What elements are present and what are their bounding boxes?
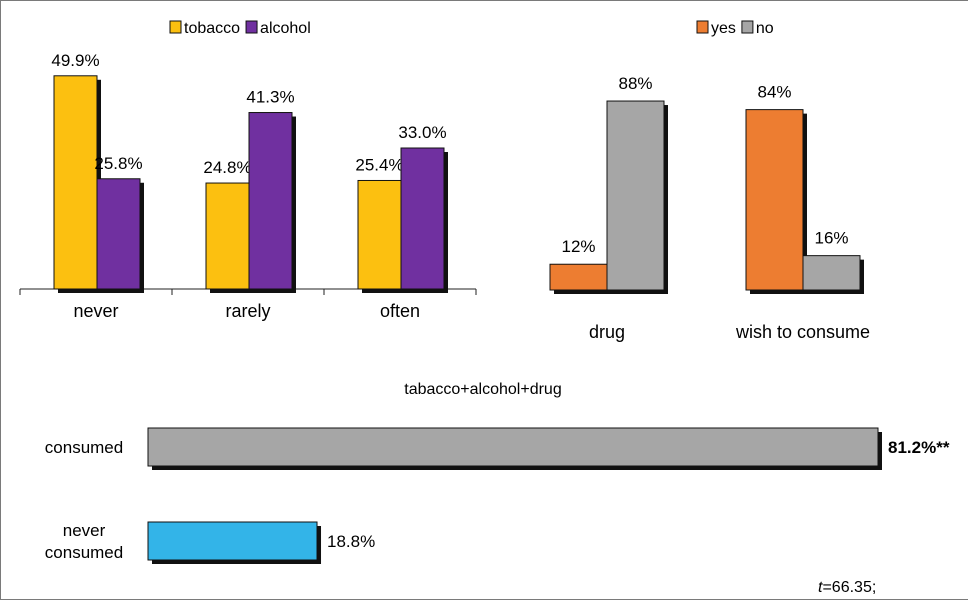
bar-no-drug <box>606 100 665 291</box>
data-label-no-drug: 88% <box>618 74 652 93</box>
data-label-no-wish-to-consume: 16% <box>814 229 848 248</box>
data-label-tobacco-rarely: 24.8% <box>203 158 251 177</box>
data-label-alcohol-never: 25.8% <box>94 154 142 173</box>
data-label-yes-drug: 12% <box>561 237 595 256</box>
y-tick-label-never-consumed-line1: never <box>63 521 106 540</box>
data-label-yes-wish-to-consume: 84% <box>757 83 791 102</box>
data-label-alcohol-often: 33.0% <box>398 123 446 142</box>
data-label-consumed: 81.2%** <box>888 438 950 457</box>
chart-title: tabacco+alcohol+drug <box>404 381 561 398</box>
legend-swatch-yes <box>696 20 709 34</box>
legend-label-no: no <box>756 20 774 37</box>
x-tick-label-often: often <box>380 301 420 321</box>
legend-label-yes: yes <box>711 20 736 37</box>
bar-alcohol-never <box>96 178 141 290</box>
y-tick-label-consumed-line1: consumed <box>45 438 123 457</box>
bar-alcohol-rarely <box>248 112 293 290</box>
bar-consumed <box>147 427 879 467</box>
data-label-never-consumed: 18.8% <box>327 532 375 551</box>
bar-alcohol-often <box>400 147 445 290</box>
x-tick-label-drug: drug <box>589 322 625 342</box>
bar-tobacco-never <box>53 75 98 290</box>
bar-tobacco-rarely <box>205 182 250 290</box>
bar-tobacco-often <box>357 179 402 290</box>
x-tick-label-wish-to-consume: wish to consume <box>735 322 870 342</box>
bar-never-consumed <box>147 521 318 561</box>
data-label-tobacco-never: 49.9% <box>51 51 99 70</box>
chart-drug-use: yes no 12% 88% drug 84% 16% wish to consume <box>549 20 870 342</box>
data-label-alcohol-rarely: 41.3% <box>246 88 294 107</box>
x-tick-label-rarely: rarely <box>225 301 270 321</box>
chart-combined-consumption: tabacco+alcohol+drug consumed 81.2%** never… <box>45 381 950 564</box>
chart-consumption-frequency: tobacco alcohol never 49.9% 25.8% rarely 24.8%… <box>19 20 477 321</box>
y-tick-label-never-consumed-line2: consumed <box>45 543 123 562</box>
data-label-tobacco-often: 25.4% <box>355 155 403 174</box>
legend-swatch-tobacco <box>169 20 182 34</box>
bar-yes-wish-to-consume <box>745 109 804 291</box>
bar-yes-drug <box>549 263 608 291</box>
legend-label-alcohol: alcohol <box>260 20 311 37</box>
bar-no-wish-to-consume <box>802 255 861 291</box>
legend-label-tobacco: tobacco <box>184 20 240 37</box>
legend-swatch-alcohol <box>245 20 258 34</box>
t-statistic-annotation: t=66.35; <box>818 579 876 596</box>
x-tick-label-never: never <box>73 301 118 321</box>
legend-swatch-no <box>741 20 754 34</box>
